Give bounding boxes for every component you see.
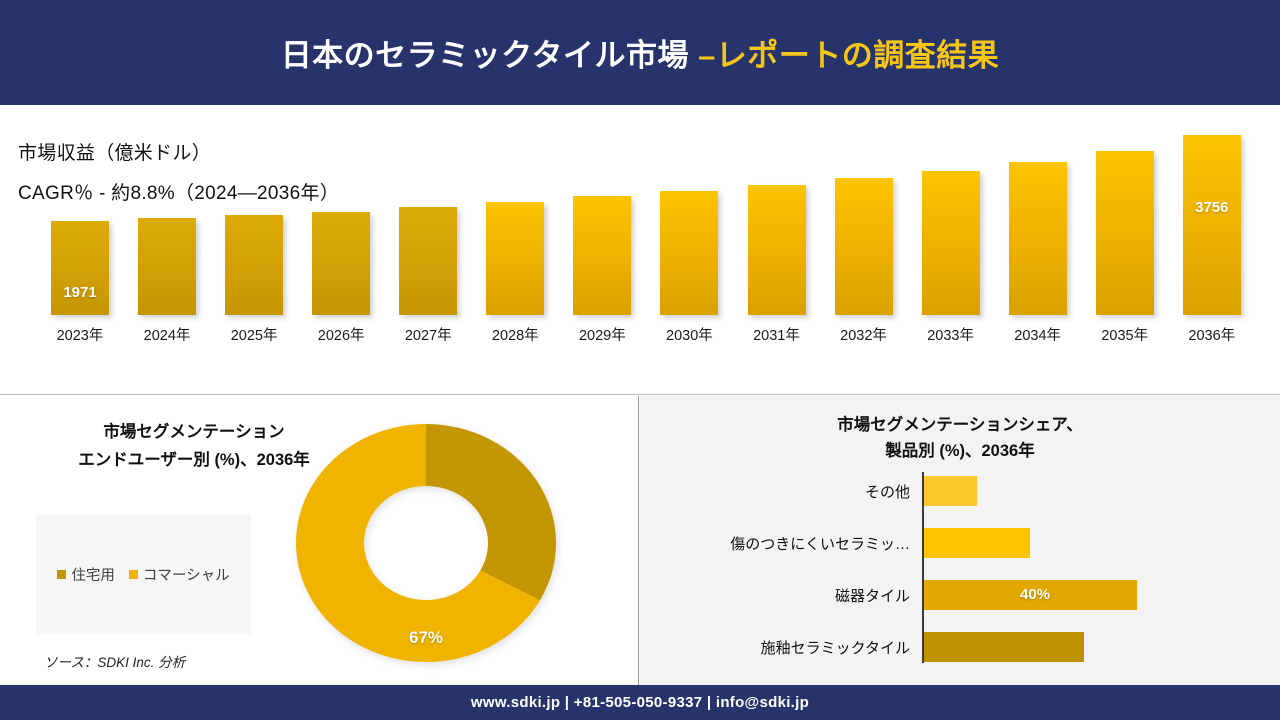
revenue-bar: 2027年 <box>399 207 458 344</box>
revenue-bar: 2031年 <box>747 185 806 344</box>
product-bar-row: その他 <box>640 476 1280 506</box>
page-title-main: 日本のセラミックタイル市場 <box>280 38 699 73</box>
cagr-label: CAGR％ - 約8.8%（2024―2036年） <box>18 183 340 204</box>
revenue-bar-category-label: 2026年 <box>317 328 365 344</box>
product-bar-row: 傷のつきにくいセラミッ… <box>640 528 1280 558</box>
product-bar-track <box>922 528 1280 558</box>
revenue-bar-category-label: 2031年 <box>753 328 800 344</box>
product-title-line2: 製品別 (%)、2036年 <box>885 442 1035 461</box>
product-bar-chart: その他傷のつきにくいセラミッ… 磁器タイル 40% 施釉セラミックタイル <box>640 472 1280 667</box>
revenue-bar-value: 1971 <box>63 284 97 301</box>
revenue-bar-category-label: 2028年 <box>491 328 539 344</box>
revenue-bar-column: 2026年 <box>309 121 373 344</box>
donut-legend-label: 住宅用 <box>71 568 115 584</box>
donut-slice[interactable] <box>426 424 556 601</box>
product-bar-track <box>922 476 1280 506</box>
revenue-bar-category-label: 2029年 <box>578 328 626 344</box>
revenue-bar: 2034年 <box>1008 162 1067 344</box>
revenue-bar-category-label: 2033年 <box>927 328 974 344</box>
revenue-bar-row: 1971 2023年 2024年 2025年 2026年 2027年 2028年 2029年 2… <box>48 121 1244 344</box>
revenue-bar-category-label: 2036年 <box>1188 328 1236 344</box>
product-bar-row: 施釉セラミックタイル <box>640 632 1280 662</box>
revenue-bar-column: 2024年 <box>135 121 199 344</box>
donut-commercial-value: 67% <box>408 628 444 647</box>
revenue-bar: 2035年 <box>1095 151 1154 344</box>
market-revenue-caption: 市場収益（億米ドル） CAGR％ - 約8.8%（2024―2036年） <box>18 138 339 205</box>
product-bar-label: 施釉セラミックタイル <box>760 639 910 657</box>
product-bar <box>923 528 1030 558</box>
revenue-bar-column: 3756 2036年 <box>1180 121 1244 344</box>
legend-swatch-icon <box>128 570 138 579</box>
revenue-bar-column: 2031年 <box>745 121 809 344</box>
revenue-bar-column: 2032年 <box>832 121 896 344</box>
revenue-bar: 2032年 <box>834 178 893 344</box>
donut-legend: 住宅用 コマーシャル <box>36 564 251 585</box>
revenue-bar-column: 2033年 <box>919 121 983 344</box>
product-segmentation-panel: 市場セグメンテーションシェア、 製品別 (%)、2036年 その他傷のつきにくい… <box>640 396 1280 685</box>
donut-svg <box>296 424 556 662</box>
product-bar-label: 磁器タイル <box>834 587 910 605</box>
revenue-bar: 3756 2036年 <box>1182 135 1241 344</box>
end-user-segmentation-panel: 市場セグメンテーション エンドユーザー別 (%)、2036年 住宅用 コマーシャル… <box>0 396 639 685</box>
revenue-bar-category-label: 2030年 <box>666 328 713 344</box>
product-bar-value: 40% <box>1020 586 1051 603</box>
revenue-bar-category-label: 2025年 <box>230 328 278 344</box>
page-title: 日本のセラミックタイル市場 –レポートの調査結果 <box>281 30 1000 75</box>
revenue-bar-category-label: 2027年 <box>404 328 452 344</box>
revenue-bar-category-label: 2024年 <box>143 328 191 344</box>
product-bar-track <box>922 632 1280 662</box>
product-bar <box>923 580 1137 610</box>
revenue-bar: 2026年 <box>312 212 371 344</box>
revenue-bar-column: 2035年 <box>1093 121 1157 344</box>
product-bar-track: 40% <box>922 580 1280 610</box>
revenue-bar-category-label: 2035年 <box>1101 328 1149 344</box>
revenue-bar: 2024年 <box>138 218 197 344</box>
revenue-bar-category-label: 2034年 <box>1014 328 1062 344</box>
product-bar-row: 磁器タイル 40% <box>640 580 1280 610</box>
product-bar-label: その他 <box>864 483 910 501</box>
donut-legend-item[interactable]: 住宅用 <box>57 564 115 585</box>
product-bar <box>923 476 977 506</box>
revenue-bar: 2030年 <box>660 191 719 344</box>
product-chart-title: 市場セグメンテーションシェア、 製品別 (%)、2036年 <box>640 412 1280 465</box>
legend-swatch-icon <box>57 570 67 579</box>
page-title-accent: –レポートの調査結果 <box>698 38 1000 73</box>
revenue-bar-column: 2025年 <box>222 121 286 344</box>
revenue-bar-column: 2034年 <box>1006 121 1070 344</box>
market-revenue-panel: 市場収益（億米ドル） CAGR％ - 約8.8%（2024―2036年） 197… <box>0 105 1280 395</box>
donut-chart: 67% <box>296 424 556 662</box>
revenue-bar-category-label: 2032年 <box>840 328 887 344</box>
product-bar-rows: その他傷のつきにくいセラミッ… 磁器タイル 40% 施釉セラミックタイル <box>640 472 1280 667</box>
donut-title-line1: 市場セグメンテーション <box>103 423 285 441</box>
revenue-bar-value: 3756 <box>1195 199 1229 216</box>
product-bar <box>923 632 1084 662</box>
donut-legend-label: コマーシャル <box>142 568 230 584</box>
donut-legend-box: 住宅用 コマーシャル <box>36 514 251 634</box>
revenue-bar: 2025年 <box>225 215 284 344</box>
page-header: 日本のセラミックタイル市場 –レポートの調査結果 <box>0 0 1280 105</box>
page-footer: www.sdki.jp | +81-505-050-9337 | info@sd… <box>0 685 1280 720</box>
donut-title-line2: エンドユーザー別 (%)、2036年 <box>78 451 310 470</box>
product-bar-label: 傷のつきにくいセラミッ… <box>730 535 910 553</box>
source-note: ソース：SDKI Inc. 分析 <box>44 655 186 670</box>
revenue-bar-column: 2029年 <box>570 121 634 344</box>
product-title-line1: 市場セグメンテーションシェア、 <box>837 416 1083 434</box>
donut-slice[interactable] <box>296 424 540 662</box>
revenue-bar-column: 2027年 <box>396 121 460 344</box>
revenue-bar: 1971 2023年 <box>51 221 109 344</box>
revenue-bar: 2033年 <box>921 171 980 344</box>
revenue-bar-chart: 1971 2023年 2024年 2025年 2026年 2027年 2028年 2029年 2… <box>48 121 1244 351</box>
revenue-bar: 2029年 <box>573 196 632 344</box>
revenue-bar-column: 1971 2023年 <box>48 121 112 344</box>
revenue-unit-label: 市場収益（億米ドル） <box>18 143 212 164</box>
donut-chart-title: 市場セグメンテーション エンドユーザー別 (%)、2036年 <box>44 418 344 474</box>
product-chart-axis <box>922 472 924 663</box>
revenue-bar-column: 2028年 <box>483 121 547 344</box>
donut-legend-item[interactable]: コマーシャル <box>128 564 230 585</box>
footer-contact-text: www.sdki.jp | +81-505-050-9337 | info@sd… <box>470 694 810 711</box>
revenue-bar-column: 2030年 <box>657 121 721 344</box>
revenue-bar: 2028年 <box>486 202 545 344</box>
revenue-bar-category-label: 2023年 <box>56 328 104 344</box>
